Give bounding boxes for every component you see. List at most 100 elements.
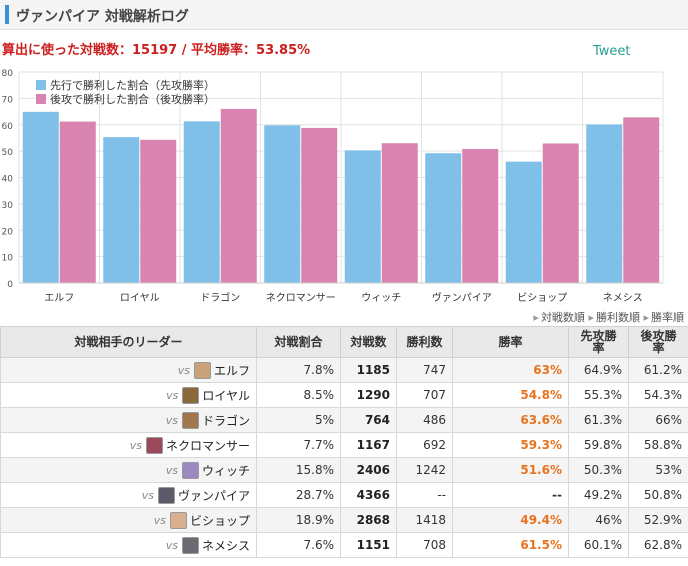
wins-cell: 486	[396, 407, 453, 433]
bar-first-rate[interactable]	[183, 121, 220, 283]
bar-second-rate[interactable]	[59, 121, 96, 284]
x-category-label: ドラゴン	[200, 291, 240, 304]
leader-cell[interactable]: vs ネクロマンサー	[0, 432, 257, 458]
header-first-rate[interactable]: 先攻勝率	[568, 326, 629, 358]
bar-first-rate[interactable]	[103, 137, 140, 283]
y-tick-label: 20	[2, 227, 14, 237]
bar-first-rate[interactable]	[344, 150, 381, 283]
leader-cell[interactable]: vs エルフ	[0, 357, 257, 383]
first-rate-cell: 64.9%	[568, 357, 629, 383]
y-tick-label: 70	[2, 95, 14, 105]
x-category-label: ネメシス	[603, 292, 643, 304]
page-title: ヴァンパイア 対戦解析ログ	[16, 9, 189, 25]
tweet-button[interactable]: Tweet	[593, 44, 631, 59]
vs-label: vs	[166, 388, 179, 402]
leader-avatar-icon	[182, 386, 200, 404]
bar-first-rate[interactable]	[22, 111, 59, 283]
first-rate-cell: 59.8%	[568, 432, 629, 458]
vs-label: vs	[177, 363, 190, 377]
header-second-rate[interactable]: 後攻勝率	[628, 326, 688, 358]
share-cell: 7.6%	[256, 532, 341, 558]
share-cell: 18.9%	[256, 507, 341, 533]
header-games[interactable]: 対戦数	[340, 326, 397, 358]
vs-label: vs	[153, 513, 166, 527]
legend-swatch	[36, 94, 46, 104]
leader-name: ヴァンパイア	[177, 488, 250, 503]
leader-avatar-icon	[193, 361, 211, 379]
y-tick-label: 60	[2, 122, 14, 132]
leader-cell[interactable]: vs ネメシス	[0, 532, 257, 558]
wins-cell: 707	[396, 382, 453, 408]
first-rate-cell: 46%	[568, 507, 629, 533]
leader-name: ネメシス	[201, 538, 250, 553]
bar-second-rate[interactable]	[301, 127, 338, 283]
wins-cell: --	[396, 482, 453, 508]
bar-second-rate[interactable]	[220, 108, 257, 283]
games-cell: 4366	[340, 482, 397, 508]
leader-cell[interactable]: vs ヴァンパイア	[0, 482, 257, 508]
vs-label: vs	[141, 488, 154, 502]
x-category-label: ヴァンパイア	[432, 291, 492, 304]
rate-cell: 51.6%	[452, 457, 569, 483]
header-leader[interactable]: 対戦相手のリーダー	[0, 326, 257, 358]
games-cell: 764	[340, 407, 397, 433]
y-tick-label: 30	[2, 201, 14, 211]
header-rate[interactable]: 勝率	[452, 326, 569, 358]
y-tick-label: 0	[7, 280, 13, 290]
bar-first-rate[interactable]	[425, 153, 462, 283]
sort-arrow-icon: ▸	[588, 311, 594, 324]
leader-cell[interactable]: vs ドラゴン	[0, 407, 257, 433]
bar-first-rate[interactable]	[505, 161, 542, 283]
table-row: vs ビショップ 18.9% 2868 1418 49.4% 46% 52.9%	[0, 507, 688, 533]
bar-second-rate[interactable]	[381, 143, 418, 283]
sort-by-games-link[interactable]: 対戦数順	[540, 311, 585, 324]
header-share[interactable]: 対戦割合	[256, 326, 341, 358]
second-rate-cell: 50.8%	[628, 482, 688, 508]
bar-second-rate[interactable]	[462, 149, 499, 283]
x-category-label: ウィッチ	[361, 292, 401, 304]
y-tick-label: 10	[2, 254, 14, 264]
table-row: vs ウィッチ 15.8% 2406 1242 51.6% 50.3% 53%	[0, 457, 688, 483]
winrate-bar-chart: 0 10 20 30 40 50 60 70 80 エルフ ロイヤル ドラゴン ネクロマンサー ウィッチ ヴ…	[2, 69, 664, 304]
rate-cell: 63.6%	[452, 407, 569, 433]
vs-label: vs	[165, 463, 178, 477]
bar-second-rate[interactable]	[542, 143, 579, 283]
first-rate-cell: 49.2%	[568, 482, 629, 508]
leader-avatar-icon	[169, 511, 187, 529]
header-wins[interactable]: 勝利数	[396, 326, 453, 358]
rate-cell: 54.8%	[452, 382, 569, 408]
bar-first-rate[interactable]	[264, 125, 301, 283]
share-cell: 28.7%	[256, 482, 341, 508]
share-cell: 8.5%	[256, 382, 341, 408]
leader-name: ウィッチ	[201, 463, 250, 478]
table-row: vs ネメシス 7.6% 1151 708 61.5% 60.1% 62.8%	[0, 532, 688, 558]
x-category-label: エルフ	[44, 293, 74, 304]
leader-avatar-icon	[181, 411, 199, 429]
leader-name: ドラゴン	[201, 413, 250, 428]
table-row: vs エルフ 7.8% 1185 747 63% 64.9% 61.2%	[0, 357, 688, 383]
second-rate-cell: 52.9%	[628, 507, 688, 533]
sort-by-rate-link[interactable]: 勝率順	[651, 311, 684, 324]
rate-cell: 59.3%	[452, 432, 569, 458]
bar-second-rate[interactable]	[140, 139, 177, 283]
leader-cell[interactable]: vs ロイヤル	[0, 382, 257, 408]
games-cell: 1167	[340, 432, 397, 458]
table-row: vs ヴァンパイア 28.7% 4366 -- -- 49.2% 50.8%	[0, 482, 688, 508]
leader-cell[interactable]: vs ウィッチ	[0, 457, 257, 483]
first-rate-cell: 60.1%	[568, 532, 629, 558]
leader-avatar-icon	[145, 436, 163, 454]
sort-by-wins-link[interactable]: 勝利数順	[595, 311, 640, 324]
y-tick-label: 40	[2, 175, 14, 185]
second-rate-cell: 66%	[628, 407, 688, 433]
leader-name: ビショップ	[189, 513, 250, 528]
bar-second-rate[interactable]	[623, 117, 660, 283]
bar-first-rate[interactable]	[586, 124, 623, 283]
legend-label: 先行で勝利した割合（先攻勝率）	[50, 78, 215, 92]
x-category-label: ネクロマンサー	[266, 292, 336, 304]
games-cell: 2868	[340, 507, 397, 533]
games-cell: 1185	[340, 357, 397, 383]
leader-cell[interactable]: vs ビショップ	[0, 507, 257, 533]
rate-cell: --	[452, 482, 569, 508]
x-category-label: ビショップ	[517, 292, 567, 304]
sort-links: ▸ 対戦数順 ▸ 勝利数順 ▸ 勝率順	[533, 309, 684, 325]
